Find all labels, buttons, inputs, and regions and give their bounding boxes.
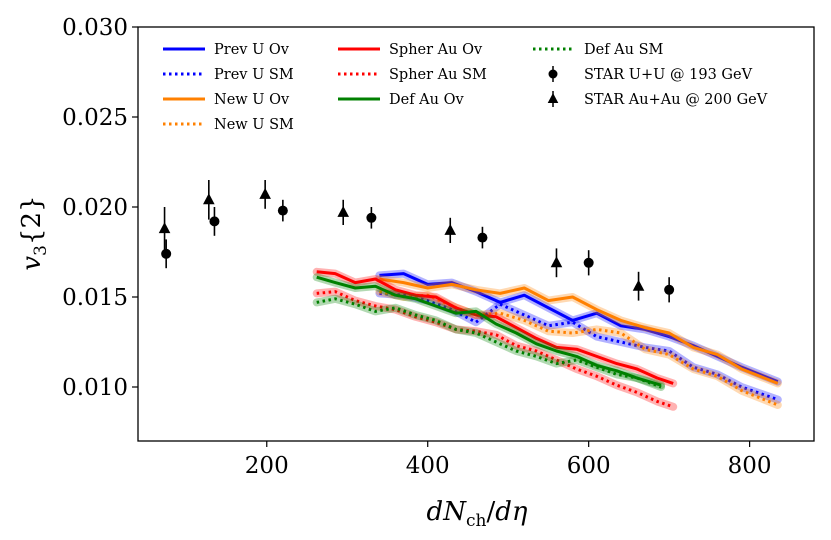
y-tick-label: 0.030 [62, 15, 128, 41]
data-point-triangle [203, 193, 215, 205]
ticks-layer: 200 400 600 800 0.010 0.015 0.020 0.025 0.030 [62, 15, 771, 479]
data-point-circle [161, 248, 172, 259]
series-def-au-sm [312, 294, 666, 391]
y-tick-label: 0.010 [62, 375, 128, 401]
points-layer [158, 180, 675, 303]
legend-label: Spher Au Ov [389, 42, 483, 58]
data-point-circle [477, 232, 488, 243]
legend-entry-prev-u-sm: Prev U SM [163, 67, 294, 83]
legend-label: Def Au Ov [389, 92, 464, 108]
legend-entry-star-u-u-193-gev: STAR U+U @ 193 GeV [548, 66, 753, 83]
data-point-circle [366, 212, 377, 223]
legend-label: Spher Au SM [389, 67, 487, 83]
points-star-au-au-200-gev [158, 180, 645, 301]
x-axis-title: dNch/dη [427, 497, 528, 531]
legend-label: STAR Au+Au @ 200 GeV [584, 92, 768, 108]
legend-entry-def-au-ov: Def Au Ov [338, 92, 464, 108]
legend-entry-spher-au-sm: Spher Au SM [338, 67, 487, 83]
legend-entry-new-u-sm: New U SM [163, 117, 294, 133]
legend-swatch-triangle [547, 93, 559, 103]
series-line-spher-au-ov [316, 270, 674, 385]
legend-label: Prev U Ov [214, 42, 290, 58]
points-star-u-u-193-gev [161, 199, 675, 303]
x-tick-label: 800 [728, 453, 772, 479]
data-point-triangle [337, 205, 350, 217]
legend-entry-prev-u-ov: Prev U Ov [163, 42, 290, 58]
x-tick-label: 400 [406, 453, 450, 479]
series-line-spher-au-sm [316, 290, 674, 409]
data-point-triangle [632, 279, 645, 291]
series-line-new-u-ov [379, 277, 779, 385]
series-new-u-ov [375, 275, 782, 388]
data-point-triangle [444, 223, 457, 235]
data-point-circle [277, 205, 288, 216]
plot-frame [137, 26, 815, 442]
legend-label: Def Au SM [584, 42, 664, 58]
legend-label: New U SM [214, 117, 294, 133]
data-point-triangle [259, 187, 271, 199]
legend-entry-spher-au-ov: Spher Au Ov [338, 42, 483, 58]
y-tick-label: 0.015 [62, 285, 128, 311]
x-tick-label: 200 [245, 453, 289, 479]
legend-label: Prev U SM [214, 67, 294, 83]
y-axis-title: v3{2} [17, 195, 51, 270]
data-point-triangle [158, 222, 171, 234]
data-point-circle [664, 284, 675, 295]
legend-label: STAR U+U @ 193 GeV [584, 67, 753, 83]
series-band-def-au-sm [312, 294, 666, 391]
legend-entry-new-u-ov: New U Ov [163, 92, 290, 108]
legend-entry-star-au-au-200-gev: STAR Au+Au @ 200 GeV [547, 91, 768, 108]
series-spher-au-ov [312, 267, 678, 388]
data-point-triangle [550, 256, 563, 268]
series-prev-u-sm [375, 289, 782, 404]
legend-label: New U Ov [214, 92, 290, 108]
series-spher-au-sm [312, 287, 678, 411]
x-tick-label: 600 [567, 453, 611, 479]
y-tick-label: 0.025 [62, 105, 128, 131]
data-point-circle [583, 257, 594, 268]
series-layer [312, 267, 782, 411]
legend-swatch-circle [548, 69, 558, 79]
series-def-au-ov [312, 273, 666, 390]
legend: Prev U Ov Prev U SM New U Ov New U SM Spher … [163, 42, 768, 133]
series-line-prev-u-sm [379, 291, 779, 402]
y-tick-label: 0.020 [62, 195, 128, 221]
series-line-def-au-ov [316, 275, 662, 387]
legend-entry-def-au-sm: Def Au SM [533, 42, 664, 58]
data-point-circle [209, 216, 220, 227]
